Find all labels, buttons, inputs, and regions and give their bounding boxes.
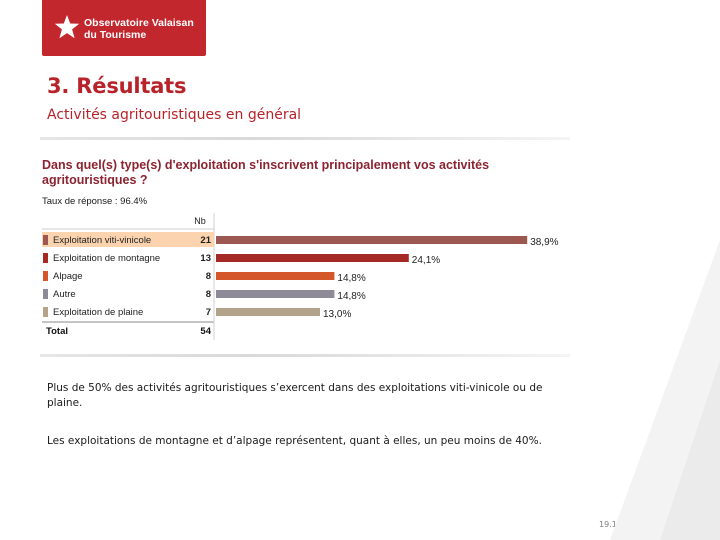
logo-line-2: du Tourisme	[84, 29, 147, 41]
category-label: Exploitation de montagne	[53, 253, 160, 264]
value-label: 24,1%	[412, 255, 440, 266]
count-value: 13	[200, 253, 211, 264]
paragraph-1: Plus de 50% des activités agritouristiqu…	[47, 382, 543, 409]
count-value: 8	[206, 289, 211, 300]
category-swatch	[43, 307, 48, 317]
top-separator	[40, 137, 570, 140]
count-header: Nb	[194, 216, 206, 226]
bar	[216, 308, 320, 316]
value-label: 14,8%	[337, 291, 365, 302]
category-label: Exploitation de plaine	[53, 307, 143, 318]
category-swatch	[43, 253, 48, 263]
corner-decoration	[610, 240, 720, 540]
count-value: 8	[206, 271, 211, 282]
total-label: Total	[46, 326, 68, 337]
category-swatch	[43, 271, 48, 281]
page-subtitle: Activités agritouristiques en général	[47, 107, 302, 123]
star-icon	[54, 15, 80, 39]
bar	[216, 254, 409, 262]
count-value: 21	[200, 235, 211, 246]
bar	[216, 272, 335, 280]
bottom-separator	[40, 354, 570, 357]
bar-chart: Nb Exploitation viti-vinicole 21 38,9%Expl…	[42, 213, 559, 340]
chart-rows: Exploitation viti-vinicole 21 38,9% Exploit…	[42, 232, 559, 320]
category-swatch	[43, 289, 48, 299]
bar	[216, 290, 335, 298]
category-label: Autre	[53, 289, 76, 300]
page-title: 3. Résultats	[47, 74, 187, 98]
row-highlight	[42, 232, 214, 247]
logo: Observatoire Valaisan du Tourisme	[42, 0, 206, 56]
bar	[216, 236, 528, 244]
value-label: 13,0%	[323, 309, 351, 320]
chart-title: Dans quel(s) type(s) d'exploitation s'in…	[42, 158, 490, 187]
logo-line-1: Observatoire Valaisan	[84, 17, 194, 29]
category-swatch	[43, 235, 48, 245]
logo-text: Observatoire Valaisan du Tourisme	[84, 17, 194, 41]
paragraph-2: Les exploitations de montagne et d’alpag…	[47, 435, 542, 447]
category-label: Alpage	[53, 271, 83, 282]
total-value: 54	[200, 326, 211, 337]
category-label: Exploitation viti-vinicole	[53, 235, 151, 246]
count-value: 7	[206, 307, 211, 318]
value-label: 38,9%	[530, 237, 558, 248]
chart-subtitle: Taux de réponse : 96.4%	[42, 196, 148, 207]
value-label: 14,8%	[337, 273, 365, 284]
